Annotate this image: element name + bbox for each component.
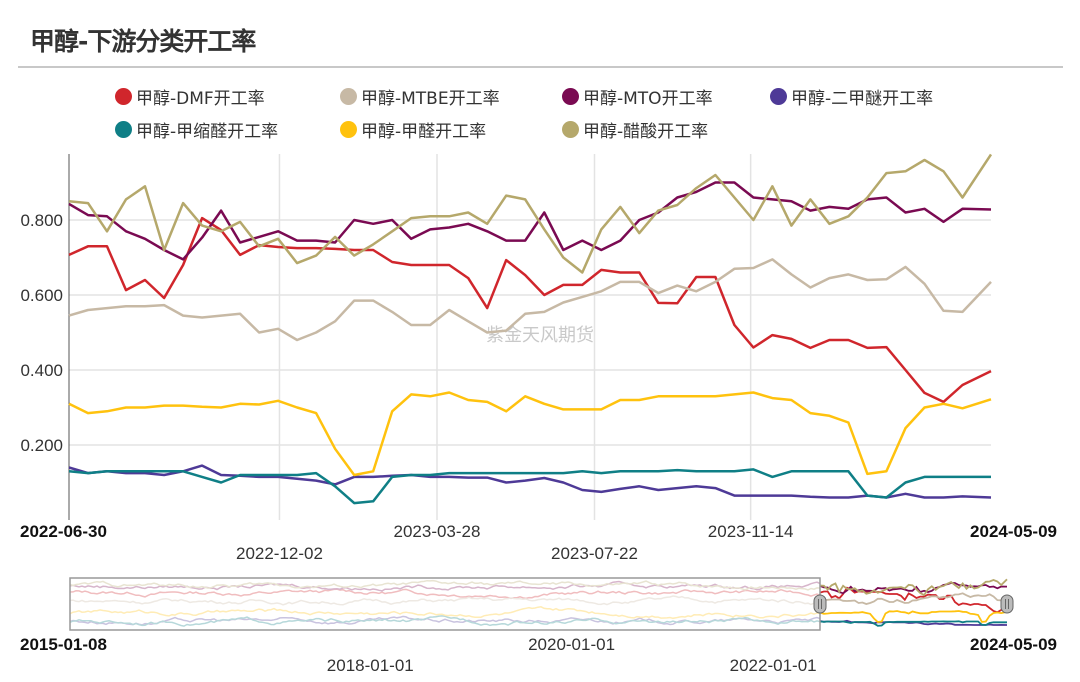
legend-label: 甲醇-甲缩醛开工率 [136,122,279,142]
legend-marker-icon [562,121,579,138]
series-line-3[interactable] [68,464,992,499]
x-tick-label: 2023-07-22 [551,544,638,563]
x-tick-label: 2023-11-14 [708,522,794,541]
navigator-history-line [69,615,821,626]
legend-item[interactable]: 甲醇-甲缩醛开工率 [115,117,278,142]
legend-marker-icon [115,88,132,105]
legend-item[interactable]: 甲醇-醋酸开工率 [562,117,708,142]
navigator-history-line [69,615,821,627]
series-line-1[interactable] [68,258,992,342]
legend-item[interactable]: 甲醇-MTBE开工率 [340,84,500,109]
navigator-tick-label: 2020-01-01 [528,635,615,654]
watermark: 紫金天风期货 [486,325,594,346]
legend-marker-icon [770,88,787,105]
legend-label: 甲醇-MTO开工率 [583,89,713,109]
y-tick-label: 0.600 [20,286,63,305]
legend-label: 甲醇-MTBE开工率 [361,89,500,109]
navigator-history-line [69,579,821,591]
navigator-history-line [69,588,821,600]
navigator-tick-label: 2018-01-01 [327,656,414,675]
legend-marker-icon [340,88,357,105]
navigator-history-line [69,595,821,606]
navigator-series-line [819,610,1008,623]
navigator-left-handle[interactable] [813,594,827,614]
y-tick-label: 0.400 [20,361,63,380]
navigator-history-line [69,580,821,592]
navigator-tick-label: 2022-01-01 [730,656,817,675]
navigator-right-handle[interactable] [1000,594,1014,614]
legend-item[interactable]: 甲醇-二甲醚开工率 [770,84,933,109]
navigator-tick-label: 2015-01-08 [20,635,107,654]
legend-marker-icon [562,88,579,105]
navigator-history-lines [69,579,821,627]
series-line-5[interactable] [68,391,992,477]
navigator-series-line [819,592,1008,605]
series-line-6[interactable] [68,153,993,274]
navigator-series-line [819,582,1008,595]
legend-item[interactable]: 甲醇-DMF开工率 [115,84,265,109]
navigator-mask [69,577,821,631]
legend-label: 甲醇-二甲醚开工率 [791,89,934,109]
legend-marker-icon [340,121,357,138]
navigator-series-line [819,620,1007,627]
legend-label: 甲醇-甲醛开工率 [361,122,487,142]
legend-label: 甲醇-醋酸开工率 [583,122,709,142]
x-tick-label: 2023-03-28 [394,522,481,541]
legend-item[interactable]: 甲醇-MTO开工率 [562,84,713,109]
x-tick-label: 2022-06-30 [20,522,107,541]
navigator-series-line [819,578,1008,597]
legend-marker-icon [115,121,132,138]
series-line-4[interactable] [68,468,991,505]
title-divider [18,66,1063,68]
y-tick-label: 0.200 [20,436,63,455]
y-tick-label: 0.800 [20,211,63,230]
legend-item[interactable]: 甲醇-甲醛开工率 [340,117,486,142]
navigator-history-line [69,606,821,620]
navigator-tick-label: 2024-05-09 [970,635,1057,654]
x-tick-label: 2022-12-02 [236,544,323,563]
series-line-0[interactable] [68,216,992,404]
series-line-2[interactable] [68,181,992,261]
x-tick-label: 2024-05-09 [970,522,1057,541]
legend-label: 甲醇-DMF开工率 [136,89,265,109]
chart-title: 甲醇-下游分类开工率 [30,27,256,56]
navigator-series-line [819,619,1008,626]
